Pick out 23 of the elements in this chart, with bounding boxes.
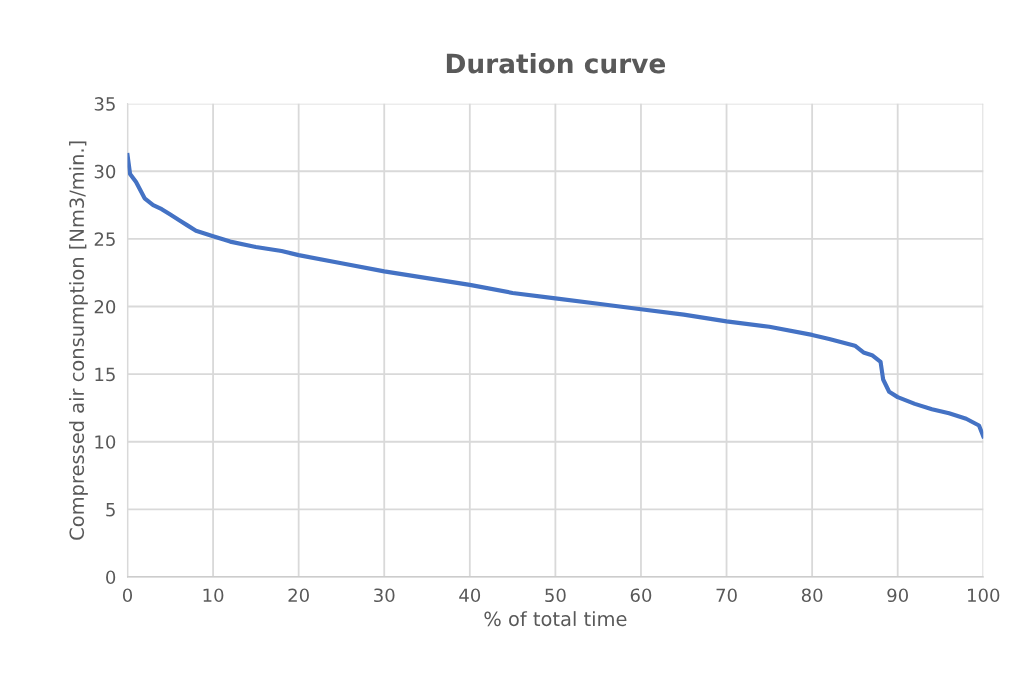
chart-title: Duration curve [446,53,666,74]
y-tick-label: 25 [94,232,115,247]
x-tick-label: 60 [630,588,652,603]
y-tick-label: 20 [94,299,116,314]
x-tick-label: 40 [459,588,481,603]
y-tick-label: 0 [106,570,116,585]
x-tick-label: 80 [801,588,823,603]
x-axis-title: % of total time [484,611,627,627]
x-tick-label: 0 [122,588,133,603]
x-tick-label: 90 [887,588,908,603]
x-tick-label: 30 [374,588,395,603]
y-tick-label: 30 [94,164,116,179]
y-axis-title: Compressed air consumption [Nm3/min.] [69,141,88,540]
x-tick-label: 50 [545,588,566,603]
y-tick-label: 5 [106,503,115,517]
y-tick-label: 15 [95,367,115,382]
x-tick-label: 100 [968,588,1000,603]
y-tick-label: 10 [95,435,116,449]
y-tick-label: 35 [94,97,115,111]
x-tick-label: 70 [716,588,737,603]
x-tick-label: 10 [203,588,224,603]
x-tick-label: 20 [288,588,309,603]
line-series [127,152,984,439]
